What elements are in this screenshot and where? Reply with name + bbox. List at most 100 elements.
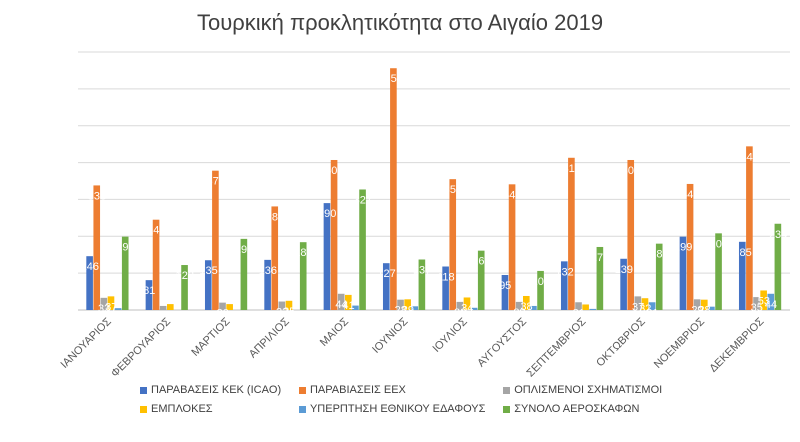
bar [774, 223, 782, 310]
data-label: 245 [147, 225, 165, 237]
data-label: 22 [513, 307, 525, 319]
data-label: 290 [318, 208, 336, 220]
data-label: 10 [409, 311, 421, 323]
bar [470, 307, 478, 310]
data-label: 16 [164, 309, 176, 321]
bar [746, 146, 753, 310]
bar [767, 293, 775, 310]
data-label: 407 [622, 165, 640, 177]
data-label: 327 [354, 194, 372, 206]
legend-item: ΠΑΡΑΒΑΣΕΙΣ ΚΕΚ (ICAO) [140, 384, 289, 396]
legend-item: ΟΠΛΙΣΜΕΝΟΙ ΣΧΗΜΑΤΙΣΜΟΙ [503, 384, 670, 396]
data-label: 37 [105, 301, 117, 313]
data-label: 28 [395, 305, 407, 317]
data-label: 127 [377, 268, 395, 280]
bar [152, 219, 160, 310]
bar [589, 308, 597, 310]
bar [449, 179, 457, 310]
bar [641, 298, 649, 310]
bar [715, 233, 722, 310]
bars [86, 68, 782, 310]
data-label: 407 [325, 165, 343, 177]
bar [100, 297, 108, 310]
data-label: 34 [461, 302, 473, 314]
bar [477, 250, 485, 310]
data-label: 106 [532, 276, 550, 288]
bar [264, 259, 271, 310]
data-label: 35 [751, 302, 763, 314]
legend-swatch [298, 386, 306, 394]
data-label: 118 [437, 272, 455, 284]
legend-item: ΥΠΕΡΠΤΗΣΗ ΕΘΝΙΚΟΥ ΕΔΑΦΟΥΣ [298, 403, 493, 415]
data-label: 234 [769, 229, 787, 241]
bar [219, 302, 226, 310]
data-label: 208 [710, 238, 728, 250]
data-label: 135 [199, 265, 217, 277]
bar [738, 241, 746, 310]
bar [114, 308, 122, 310]
bar [352, 305, 359, 310]
bar [299, 242, 307, 310]
data-label: 136 [259, 265, 277, 277]
data-label: 185 [733, 247, 751, 259]
x-tick-label: ΣΕΠΤΕΜΒΡΙΟΣ [525, 315, 589, 379]
data-label: 23 [276, 307, 288, 319]
bar [508, 184, 516, 310]
bar [701, 299, 708, 310]
data-label: 11 [528, 311, 539, 323]
legend-swatch [140, 405, 147, 413]
bar [226, 304, 233, 310]
data-label: 355 [444, 184, 462, 196]
chart-title: Τουρκική προκλητικότητα στο Αιγαίο 2019 [196, 10, 604, 35]
x-tick-label: ΦΕΒΡΟΥΑΡΙΟΣ [109, 316, 173, 380]
bar [390, 68, 397, 310]
bar [708, 306, 715, 310]
legend-label: ΠΑΡΑΒΙΑΣΕΙΣ ΕΕΧ [309, 384, 406, 396]
bar [760, 290, 767, 310]
data-label: 199 [116, 242, 134, 254]
bar [181, 265, 188, 310]
legend-label: ΣΥΝΟΛΟ ΑΕΡΟΣΚΑΦΩΝ [514, 403, 640, 415]
bar [411, 306, 419, 310]
legend-swatch [298, 405, 306, 413]
x-tick-label: ΑΥΓΟΥΣΤΟΣ [475, 316, 529, 370]
legend-label: ΟΠΛΙΣΜΕΝΟΙ ΣΧΗΜΑΤΙΣΜΟΙ [514, 384, 663, 396]
bar [204, 260, 212, 310]
bar [627, 159, 635, 310]
bar [159, 305, 167, 310]
data-label: 81 [143, 285, 155, 297]
bar [568, 157, 575, 310]
data-label: 161 [472, 256, 490, 268]
data-label: 16 [224, 309, 236, 321]
bar [648, 302, 656, 310]
data-label: 41 [342, 300, 354, 312]
bar [337, 293, 345, 310]
bar [523, 295, 530, 310]
data-label: 656 [384, 73, 402, 85]
bar [359, 189, 366, 310]
data-label: 28 [698, 305, 710, 317]
data-label: 171 [591, 252, 609, 264]
data-label: 12 [350, 311, 362, 323]
bar [418, 259, 426, 310]
data-label: 444 [740, 151, 758, 163]
bar [145, 280, 153, 310]
data-label: 29 [691, 304, 703, 316]
bar [530, 305, 537, 310]
legend-item: ΕΜΠΛΟΚΕΣ [140, 403, 289, 415]
data-label: 44 [335, 299, 347, 311]
bar [634, 296, 642, 310]
bar [382, 263, 390, 310]
data-label: 11 [158, 311, 169, 323]
bar [285, 300, 293, 310]
data-label: 29 [402, 304, 414, 316]
legend-label: ΠΑΡΑΒΑΣΕΙΣ ΚΕΚ (ICAO) [151, 384, 282, 396]
bar [686, 183, 694, 310]
x-tick-label: ΙΟΥΝΙΟΣ [370, 315, 410, 355]
bar [582, 304, 589, 310]
data-label: 139 [615, 264, 633, 276]
data-label: 15 [580, 309, 592, 321]
x-tick-label: ΙΑΝΟΥΑΡΙΟΣ [59, 316, 114, 371]
